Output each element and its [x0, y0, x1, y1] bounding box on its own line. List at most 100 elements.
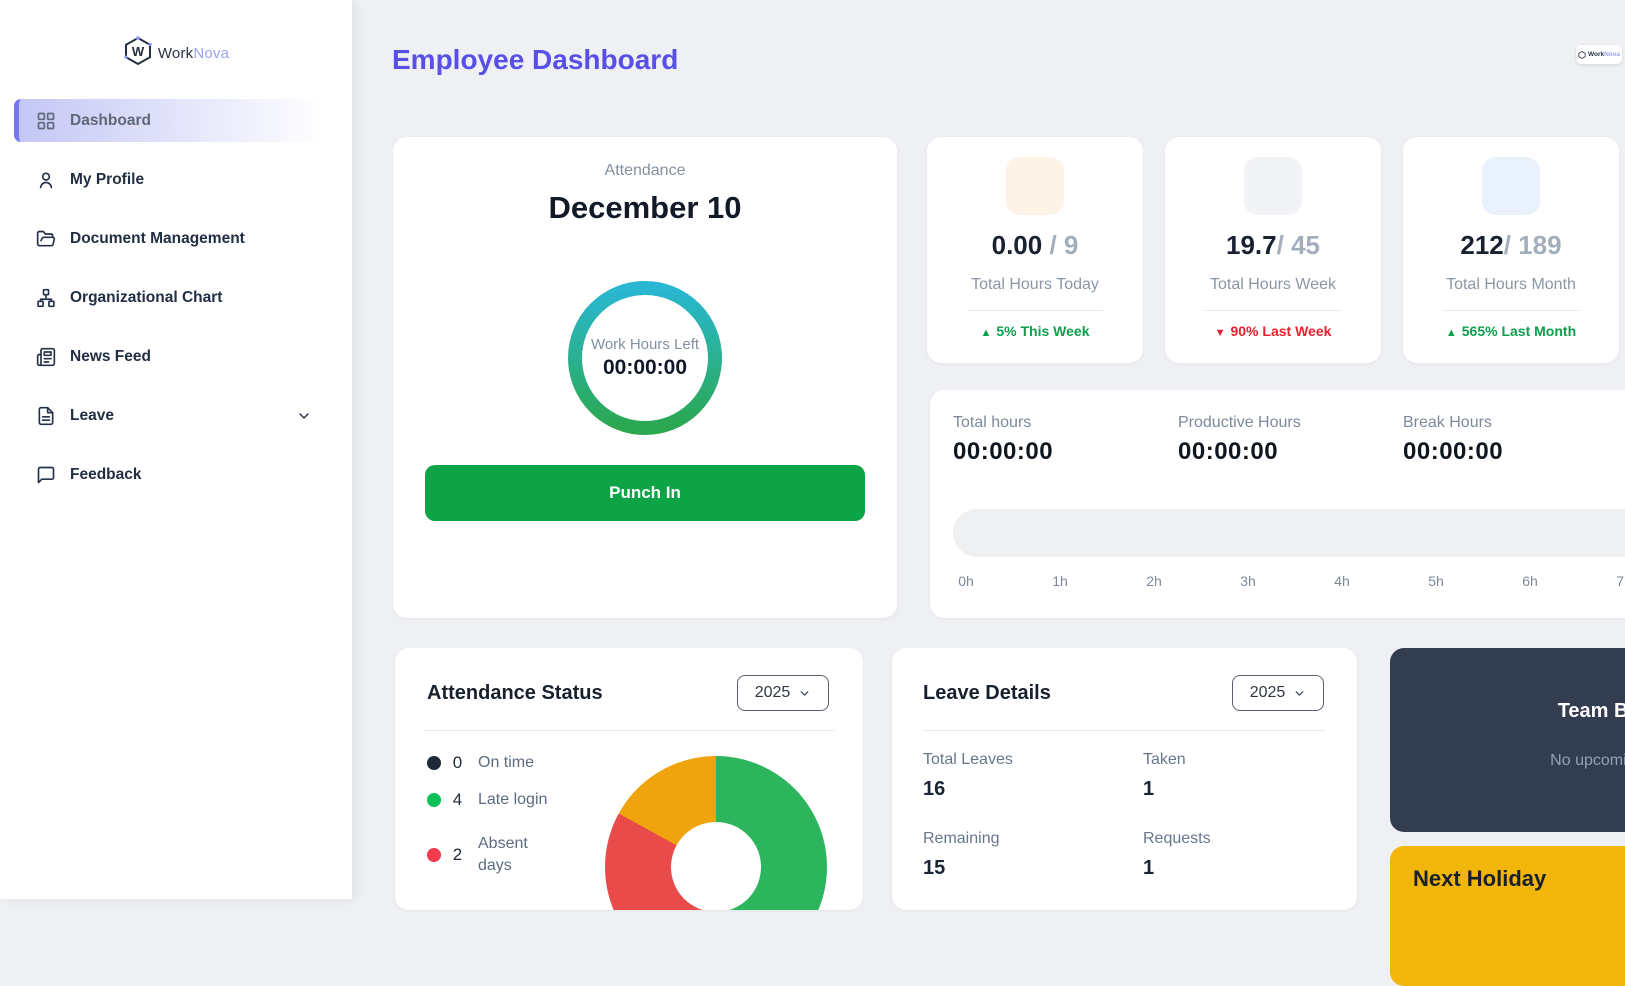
stat-value: 212/ 189: [1460, 230, 1562, 260]
worknova-hexagon-icon: [1578, 50, 1586, 59]
leave-stat-value: 1: [1143, 857, 1155, 879]
leave-stat-value: 15: [923, 857, 946, 879]
attendance-status-year-dropdown[interactable]: 2025: [737, 675, 829, 711]
sidebar-item-label: Leave: [70, 406, 114, 424]
attendance-donut-chart: [605, 756, 827, 910]
metric-value: 00:00:00: [1403, 438, 1504, 465]
newspaper-icon: [36, 347, 56, 367]
sidebar-item-organizational-chart[interactable]: Organizational Chart: [14, 276, 338, 319]
sidebar-item-label: Document Management: [70, 229, 245, 247]
attendance-status-card: Attendance Status 2025 0 On time 4 Late …: [395, 648, 863, 910]
axis-tick: 5h: [1428, 573, 1444, 589]
leave-details-title: Leave Details: [923, 682, 1051, 704]
metric-value: 00:00:00: [953, 438, 1054, 465]
attendance-card-label: Attendance: [604, 162, 686, 179]
sidebar-item-label: Dashboard: [70, 111, 151, 129]
legend-dot: [427, 755, 441, 770]
sidebar-item-leave[interactable]: Leave: [14, 394, 338, 437]
stat-label: Total Hours Month: [1446, 276, 1576, 293]
sidebar-item-my-profile[interactable]: My Profile: [14, 158, 338, 201]
team-birthdays-card: Team Birthdays No upcoming birthdays: [1390, 648, 1625, 832]
leave-details-card: Leave Details 2025 Total Leaves 16 Taken…: [892, 648, 1357, 910]
leave-stat-label: Requests: [1143, 830, 1211, 847]
leave-stat-value: 1: [1143, 778, 1155, 800]
stat-trend: ▲ 565% Last Month: [1445, 323, 1577, 339]
chevron-down-icon: [800, 690, 809, 696]
sidebar-item-news-feed[interactable]: News Feed: [14, 335, 338, 378]
hours-progress-track: [953, 509, 1625, 557]
sidebar-nav: Dashboard My Profile Document Management…: [0, 99, 352, 512]
sidebar-item-label: My Profile: [70, 170, 145, 188]
trend-down-icon: ▼: [1214, 327, 1226, 339]
next-holiday-title: Next Holiday: [1413, 866, 1547, 891]
metric-total-hours: Total hours 00:00:00: [953, 414, 1053, 466]
team-birthdays-empty-text: No upcoming birthdays: [1550, 752, 1625, 769]
chevron-down-icon: [1295, 690, 1304, 696]
sidebar: W WorkNova Dashboard My Profile Document…: [0, 0, 352, 899]
legend-label: On time: [478, 754, 535, 771]
legend-item-late-login: 4 Late login: [427, 789, 560, 811]
metric-productive-hours: Productive Hours 00:00:00: [1178, 414, 1301, 466]
stat-label: Total Hours Week: [1210, 276, 1336, 293]
sidebar-item-label: Feedback: [70, 465, 142, 483]
legend-item-absent-days: 2 Absent days: [427, 833, 560, 876]
axis-tick: 3h: [1240, 573, 1256, 589]
attendance-status-title: Attendance Status: [427, 682, 603, 704]
team-birthdays-title: Team Birthdays: [1557, 700, 1625, 722]
user-icon: [36, 170, 56, 190]
divider: [967, 310, 1103, 311]
sidebar-item-dashboard[interactable]: Dashboard: [14, 99, 338, 142]
sidebar-item-document-management[interactable]: Document Management: [14, 217, 338, 260]
stat-label: Total Hours Today: [971, 276, 1099, 293]
chevron-down-icon: [296, 408, 312, 424]
chat-bubble-icon: [36, 465, 56, 485]
divider: [923, 730, 1326, 731]
legend-label: Absent days: [478, 835, 528, 874]
legend-item-on-time: 0 On time: [427, 752, 560, 774]
brand-logo: W WorkNova: [0, 36, 352, 71]
svg-text:W: W: [132, 44, 145, 59]
sidebar-item-label: News Feed: [70, 347, 151, 365]
work-hours-left-value: 00:00:00: [602, 356, 688, 379]
stat-value: 19.7/ 45: [1226, 230, 1320, 260]
stat-card-total-hours-week: 19.7/ 45 Total Hours Week ▼ 90% Last Week: [1165, 137, 1381, 363]
brand-name: WorkNova: [157, 45, 230, 62]
org-chart-icon: [36, 288, 56, 308]
legend-dot: [427, 792, 441, 807]
sidebar-item-feedback[interactable]: Feedback: [14, 453, 338, 496]
page-title: Employee Dashboard: [392, 44, 679, 75]
sidebar-item-label: Organizational Chart: [70, 288, 223, 306]
legend-count: 0: [452, 752, 463, 772]
file-document-icon: [36, 406, 56, 426]
legend-dot: [427, 847, 441, 862]
trend-up-icon: ▲: [980, 327, 992, 339]
leave-stat-label: Total Leaves: [923, 751, 1013, 768]
stat-card-total-hours-today: 0.00 / 9 Total Hours Today ▲ 5% This Week: [927, 137, 1143, 363]
axis-tick: 6h: [1522, 573, 1538, 589]
divider: [1443, 310, 1579, 311]
stat-card-total-hours-month: 212/ 189 Total Hours Month ▲ 565% Last Mo…: [1403, 137, 1619, 363]
stat-icon-square: [1482, 157, 1540, 215]
metric-label: Total hours: [953, 414, 1032, 431]
divider: [1205, 310, 1341, 311]
worknova-hexagon-icon: W: [123, 36, 153, 71]
axis-tick: 7h: [1616, 573, 1625, 589]
metric-label: Break Hours: [1403, 414, 1492, 431]
next-holiday-card: Next Holiday: [1390, 846, 1625, 986]
legend-label: Late login: [478, 791, 548, 808]
hours-summary-card: Total hours 00:00:00 Productive Hours 00…: [930, 390, 1625, 618]
trend-up-icon: ▲: [1445, 327, 1457, 339]
legend-count: 4: [452, 789, 463, 809]
leave-details-year-dropdown[interactable]: 2025: [1232, 675, 1324, 711]
attendance-date: December 10: [548, 190, 742, 225]
divider: [423, 730, 835, 731]
punch-in-button[interactable]: Punch In: [425, 465, 865, 521]
axis-tick: 2h: [1146, 573, 1162, 589]
worknova-watermark-logo: WorkNova: [1576, 45, 1622, 64]
work-hours-ring: Work Hours Left 00:00:00: [560, 273, 730, 443]
folder-open-icon: [36, 229, 56, 249]
stat-icon-square: [1244, 157, 1302, 215]
leave-stat-label: Taken: [1143, 751, 1186, 768]
stat-trend: ▲ 5% This Week: [980, 323, 1090, 339]
metric-label: Productive Hours: [1178, 414, 1301, 431]
